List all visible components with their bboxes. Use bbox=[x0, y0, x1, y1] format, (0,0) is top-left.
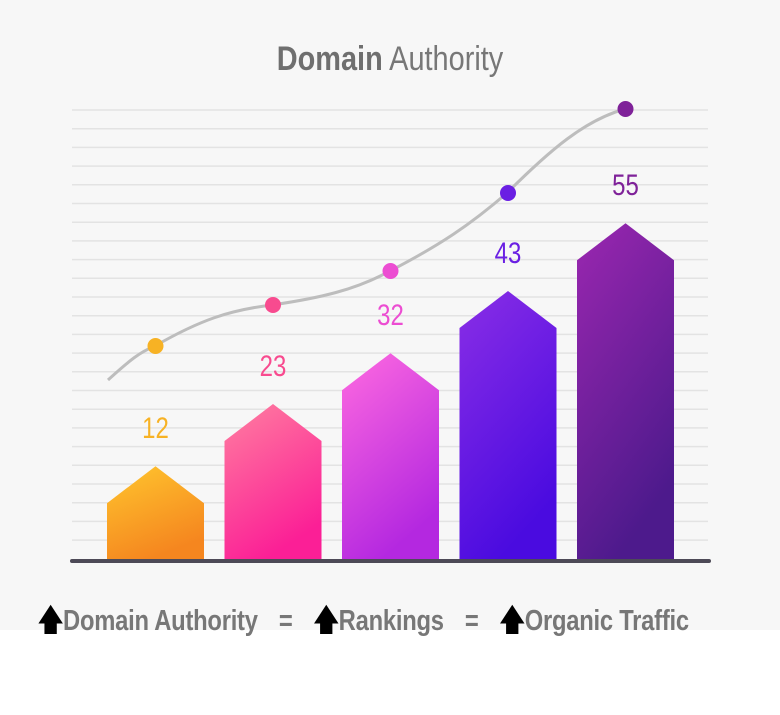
trend-point bbox=[617, 101, 634, 117]
trend-point bbox=[265, 297, 281, 313]
data-label: 55 bbox=[612, 168, 639, 202]
footer-equation: 🡅Domain Authority = 🡅Rankings = 🡅Organic… bbox=[38, 598, 689, 649]
equals-sign: = bbox=[278, 605, 293, 637]
data-label: 43 bbox=[495, 235, 522, 269]
footer-item-domain-authority: Domain Authority bbox=[63, 605, 258, 637]
trend-point bbox=[382, 263, 399, 279]
chart-title: Domain Authority bbox=[276, 40, 504, 78]
bar-2 bbox=[224, 404, 322, 561]
data-label: 23 bbox=[260, 348, 287, 382]
bar-4 bbox=[459, 291, 557, 561]
up-arrow-icon: 🡅 bbox=[499, 604, 525, 637]
data-label: 32 bbox=[377, 298, 404, 332]
footer-item-rankings: Rankings bbox=[338, 605, 444, 637]
up-arrow-icon: 🡅 bbox=[313, 604, 339, 637]
bar-1 bbox=[107, 466, 204, 561]
data-label: 12 bbox=[142, 411, 169, 445]
equals-sign: = bbox=[464, 605, 479, 637]
trend-point bbox=[500, 185, 516, 201]
bar-3 bbox=[342, 353, 439, 561]
bar-5 bbox=[577, 223, 674, 561]
footer-item-organic-traffic: Organic Traffic bbox=[524, 605, 689, 637]
trend-point bbox=[147, 338, 164, 354]
up-arrow-icon: 🡅 bbox=[38, 604, 64, 637]
